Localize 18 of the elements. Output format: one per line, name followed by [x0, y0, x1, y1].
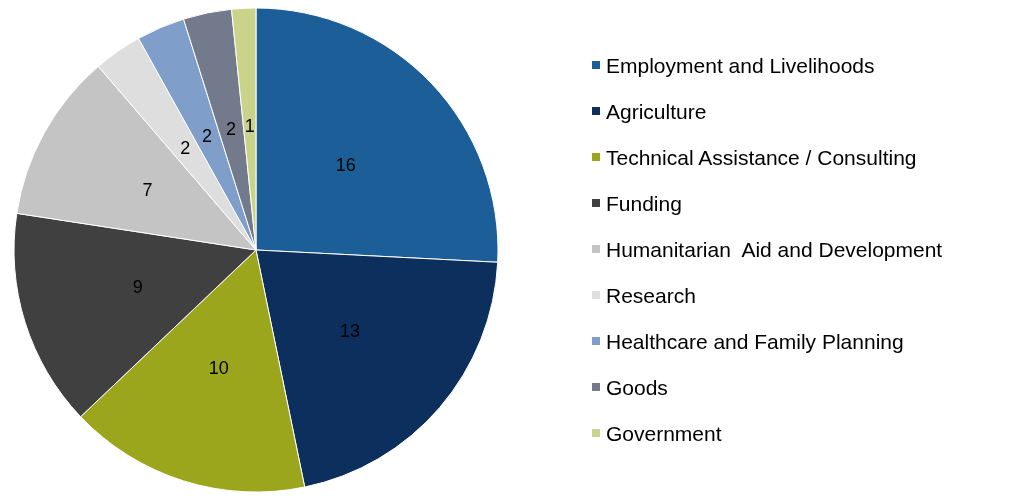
- data-label: 7: [142, 179, 153, 200]
- legend-label: Technical Assistance / Consulting: [606, 145, 917, 169]
- data-label: 13: [340, 320, 361, 341]
- legend-label: Employment and Livelihoods: [606, 53, 875, 77]
- data-label: 9: [132, 277, 143, 298]
- data-label: 2: [180, 138, 191, 159]
- data-label: 2: [202, 126, 213, 147]
- data-label: 2: [226, 118, 237, 139]
- legend-label: Agriculture: [606, 99, 707, 123]
- data-label: 1: [244, 116, 255, 137]
- legend-label: Healthcare and Family Planning: [606, 329, 904, 353]
- legend-label: Research: [606, 283, 696, 307]
- legend-label: Government: [606, 421, 722, 445]
- legend-label: Goods: [606, 375, 668, 399]
- legend-label: Funding: [606, 191, 682, 215]
- data-label: 16: [335, 154, 356, 175]
- legend-label: Humanitarian Aid and Development: [606, 237, 943, 261]
- data-label: 10: [208, 358, 229, 379]
